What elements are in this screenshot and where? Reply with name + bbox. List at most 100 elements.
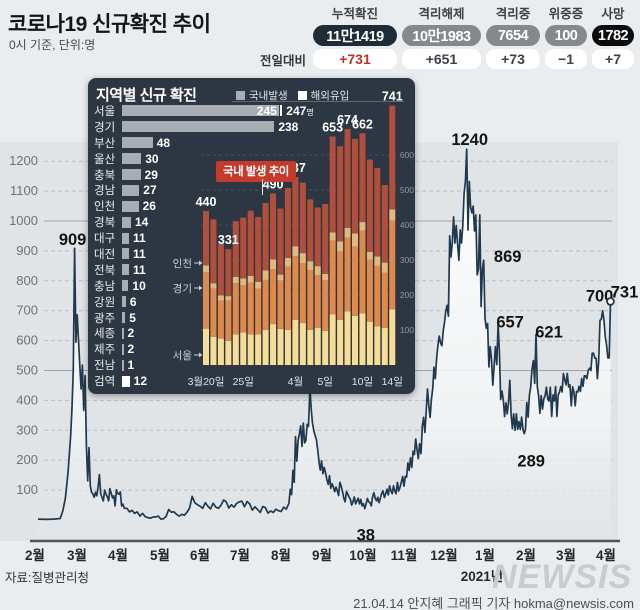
y-tick-label: 700	[16, 303, 38, 318]
bar-seg-seoul	[277, 328, 284, 365]
region-value: 12	[133, 374, 148, 389]
region-bar	[122, 264, 130, 276]
bar-seg-seoul	[322, 330, 329, 365]
bar-seg-gyeonggi	[374, 265, 381, 327]
region-row: 울산 30	[94, 151, 314, 167]
bar-seg-gyeonggi	[292, 256, 299, 320]
region-bar	[122, 169, 141, 180]
y-tick-label: 300	[16, 422, 38, 437]
inset-bar-label-662: 662	[352, 117, 373, 131]
inset-x-tick: 4월	[288, 376, 304, 388]
inset-bar-label-653: 653	[322, 120, 343, 134]
bar-seg-gyeonggi	[352, 246, 358, 316]
inset-stacked-bar-chart: 1002003004005006004403314905376536746627…	[173, 90, 415, 388]
annotation-289: 289	[517, 453, 545, 471]
bar-seg-gyeonggi	[307, 270, 314, 330]
region-bar	[122, 184, 140, 196]
bar-seg-other	[262, 202, 269, 271]
stat-delta-4: +7	[592, 49, 634, 69]
bar-seg-gyeonggi	[225, 300, 232, 341]
bar-seg-seoul	[344, 311, 351, 365]
region-row: 경남 27	[94, 182, 314, 198]
y-tick-label: 400	[16, 392, 38, 407]
bar-seg-incheon	[277, 274, 284, 281]
bar-seg-incheon	[359, 222, 366, 231]
bar-seg-seoul	[262, 329, 269, 365]
bar-seg-incheon	[389, 209, 396, 221]
bar-seg-incheon	[344, 227, 351, 238]
bar-seg-seoul	[247, 334, 254, 365]
inset-y-tick: 400	[400, 220, 414, 230]
region-total-value: 247명	[286, 104, 313, 118]
bar-seg-other	[337, 146, 344, 242]
region-name: 대구	[94, 233, 116, 246]
bar-seg-other	[240, 217, 247, 279]
x-tick-label: 10월	[349, 547, 376, 563]
bar-seg-incheon	[217, 295, 224, 301]
bar-seg-gyeonggi	[270, 269, 277, 325]
bar-seg-seoul	[337, 319, 344, 365]
x-tick-label: 2월	[25, 547, 45, 563]
stat-header-1: 격리해제	[418, 7, 465, 21]
inset-bar-label-331: 331	[218, 233, 239, 247]
bar-seg-other	[344, 129, 351, 228]
bar-seg-gyeonggi	[359, 230, 366, 314]
bar-seg-gyeonggi	[329, 240, 336, 315]
bar-seg-incheon	[255, 281, 262, 289]
bar-seg-incheon	[203, 265, 209, 273]
regional-inset-panel: 지역별 신규 확진 국내발생 해외유입 서울 245 247명 경기 238 부산 48 울산 3…	[88, 78, 415, 394]
stats-table: 누적확진 격리해제 격리중 위중증 사망 11만1419 10만1983 7654 100 178…	[250, 3, 634, 69]
bar-seg-gyeonggi	[366, 259, 373, 322]
region-row: 검역 12	[94, 373, 314, 389]
data-line	[37, 148, 612, 521]
series-pointer-label-서울: 서울	[173, 350, 193, 362]
bar-seg-other	[299, 182, 306, 254]
stat-header-4: 사망	[601, 7, 625, 21]
bar-seg-other	[329, 136, 336, 233]
region-value: 48	[156, 135, 171, 150]
bar-seg-incheon	[270, 259, 277, 270]
series-pointer-label-경기: 경기	[173, 282, 192, 295]
legend-item-0: 국내발생	[236, 88, 288, 103]
stat-delta-3: −1	[545, 49, 587, 69]
region-bar	[122, 153, 142, 165]
bar-seg-incheon	[322, 273, 329, 281]
stat-delta-0: +731	[313, 49, 397, 69]
bar-seg-gyeonggi	[344, 237, 351, 312]
y-tick-label: 900	[16, 243, 38, 258]
inset-x-tick: 5일	[317, 375, 333, 388]
bar-seg-seoul	[366, 321, 373, 365]
imported-segment	[279, 105, 283, 117]
x-tick-label: 4월	[108, 547, 128, 563]
stat-header-2: 격리중	[495, 7, 531, 21]
pointer-arrow-icon	[199, 285, 203, 291]
region-name: 강원	[94, 296, 116, 309]
inset-x-tick: 10일	[352, 375, 373, 388]
region-row: 부산 48	[94, 135, 314, 151]
legend-label: 해외유입	[310, 90, 350, 102]
region-bar	[122, 200, 139, 212]
bar-seg-seoul	[225, 340, 232, 365]
bar-seg-other	[389, 105, 396, 210]
region-bar	[122, 312, 126, 324]
x-tick-label: 5월	[150, 547, 170, 563]
bar-seg-seoul	[292, 319, 299, 365]
source-note: 자료:질병관리청	[5, 571, 89, 585]
region-row: 인천 26	[94, 198, 314, 214]
bar-seg-incheon	[374, 256, 381, 266]
annotation-869: 869	[494, 248, 522, 266]
bar-seg-incheon	[240, 278, 247, 286]
bar-seg-incheon	[292, 246, 299, 257]
region-name: 충북	[94, 169, 116, 182]
region-bar	[122, 248, 130, 260]
bar-seg-incheon	[210, 283, 217, 289]
region-domestic-value: 245	[256, 103, 277, 118]
bar-seg-seoul	[210, 336, 217, 365]
x-tick-label: 12월	[430, 547, 457, 563]
bar-seg-incheon	[329, 232, 336, 241]
x-tick-label: 1월	[475, 547, 495, 563]
region-value: 11	[133, 262, 146, 277]
stat-value-2: 7654	[486, 25, 540, 46]
annotation-1240: 1240	[451, 131, 488, 149]
bar-seg-incheon	[284, 258, 291, 267]
